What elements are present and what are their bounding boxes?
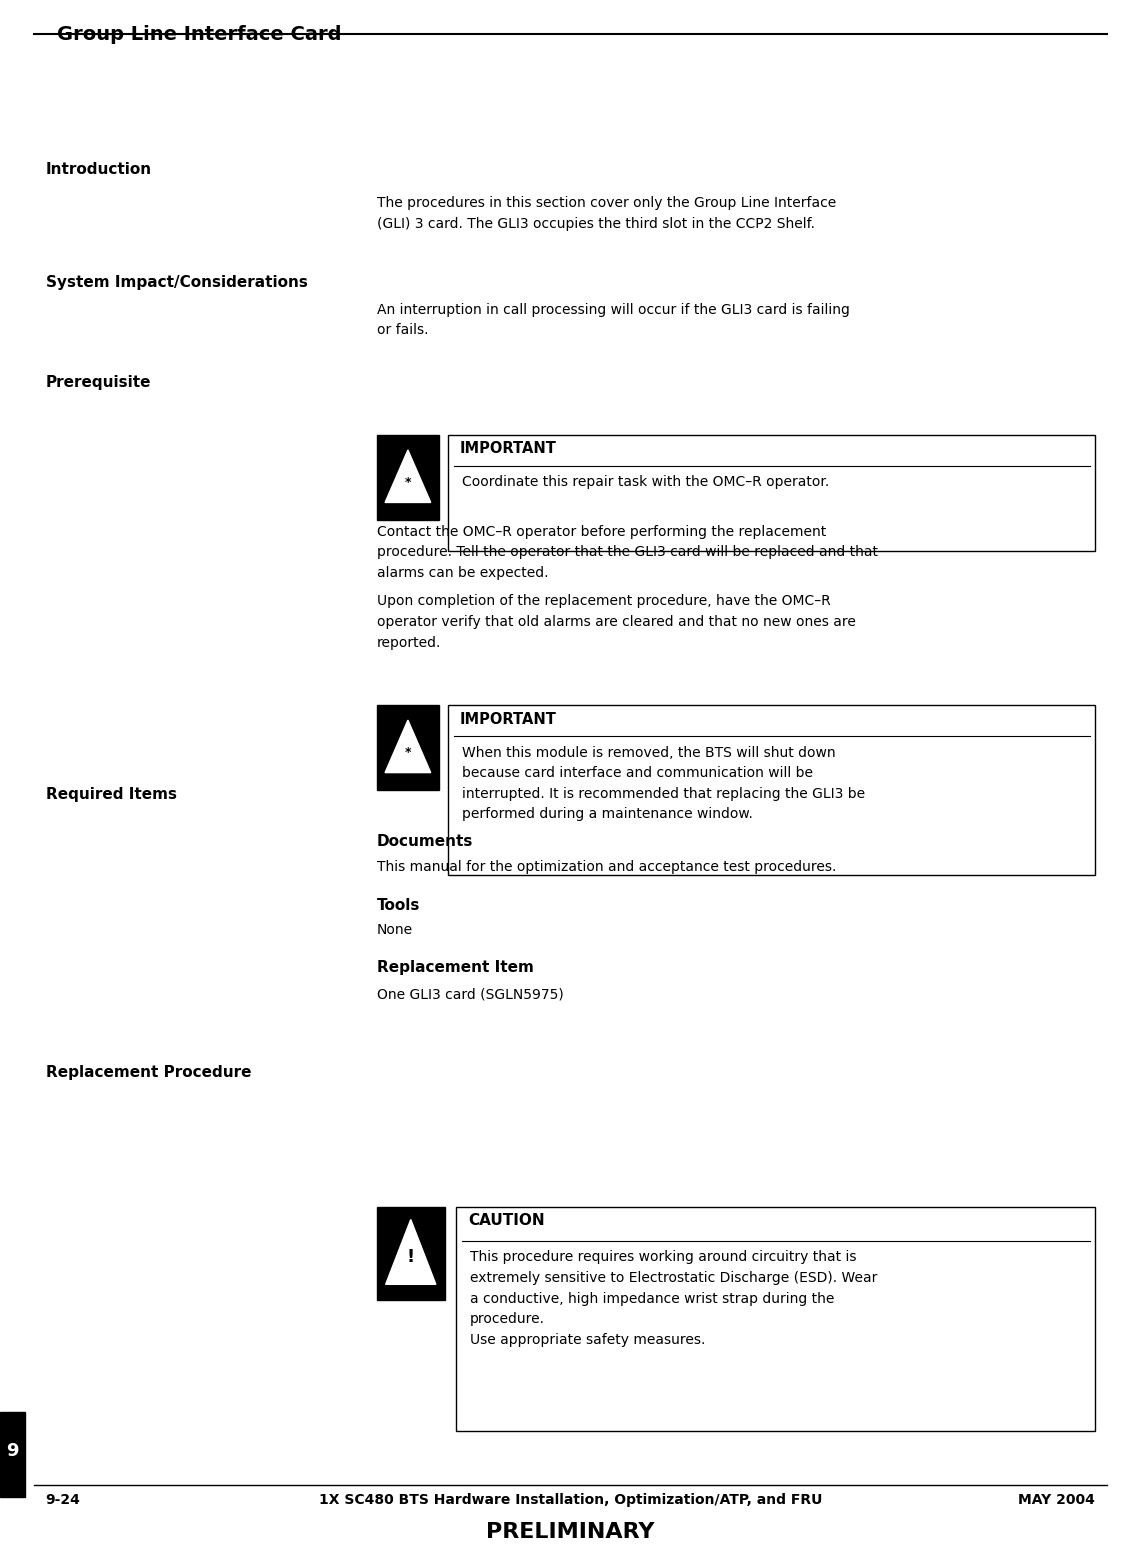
Text: MAY 2004: MAY 2004 [1019,1493,1095,1507]
Text: IMPORTANT: IMPORTANT [460,441,557,456]
Text: 9-24: 9-24 [46,1493,81,1507]
Text: Introduction: Introduction [46,162,152,176]
Polygon shape [385,450,431,503]
Text: 1X SC480 BTS Hardware Installation, Optimization/ATP, and FRU: 1X SC480 BTS Hardware Installation, Opti… [318,1493,823,1507]
Text: IMPORTANT: IMPORTANT [460,712,557,727]
Text: Coordinate this repair task with the OMC–R operator.: Coordinate this repair task with the OMC… [462,475,830,489]
Text: This procedure requires working around circuitry that is
extremely sensitive to : This procedure requires working around c… [470,1250,877,1347]
Text: Documents: Documents [377,834,472,849]
Text: Tools: Tools [377,899,420,913]
Text: Prerequisite: Prerequisite [46,374,151,390]
Text: When this module is removed, the BTS will shut down
because card interface and c: When this module is removed, the BTS wil… [462,746,865,821]
FancyBboxPatch shape [377,705,439,791]
Text: An interruption in call processing will occur if the GLI3 card is failing
or fai: An interruption in call processing will … [377,303,849,337]
Polygon shape [385,719,431,772]
Text: CAUTION: CAUTION [468,1213,544,1228]
Text: The procedures in this section cover only the Group Line Interface
(GLI) 3 card.: The procedures in this section cover onl… [377,196,835,231]
Text: *: * [405,476,411,489]
FancyBboxPatch shape [448,705,1095,876]
Text: None: None [377,924,413,937]
Text: Replacement Item: Replacement Item [377,961,533,975]
Text: 9: 9 [7,1442,18,1460]
Polygon shape [386,1219,436,1284]
Text: PRELIMINARY: PRELIMINARY [486,1522,655,1542]
FancyBboxPatch shape [377,435,439,520]
Text: This manual for the optimization and acceptance test procedures.: This manual for the optimization and acc… [377,860,836,874]
Text: Contact the OMC–R operator before performing the replacement
procedure. Tell the: Contact the OMC–R operator before perfor… [377,524,877,580]
FancyBboxPatch shape [456,1207,1095,1431]
Text: System Impact/Considerations: System Impact/Considerations [46,275,308,289]
Text: *: * [405,746,411,760]
Text: Group Line Interface Card: Group Line Interface Card [57,25,341,43]
FancyBboxPatch shape [377,1207,445,1299]
Text: Required Items: Required Items [46,787,177,803]
Text: One GLI3 card (SGLN5975): One GLI3 card (SGLN5975) [377,989,564,1002]
FancyBboxPatch shape [448,435,1095,551]
Text: Replacement Procedure: Replacement Procedure [46,1066,251,1080]
Text: !: ! [406,1247,415,1265]
FancyBboxPatch shape [0,1412,25,1497]
Text: Upon completion of the replacement procedure, have the OMC–R
operator verify tha: Upon completion of the replacement proce… [377,594,856,650]
